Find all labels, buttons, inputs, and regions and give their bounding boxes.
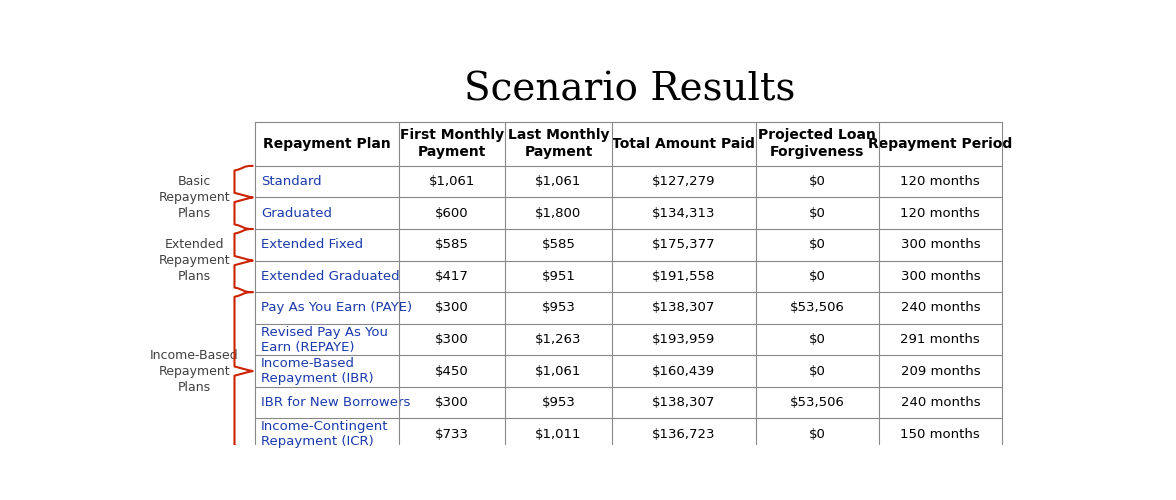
Text: $0: $0	[809, 270, 826, 283]
Text: 291 months: 291 months	[901, 333, 981, 346]
Text: $450: $450	[435, 364, 469, 378]
Text: $417: $417	[435, 270, 469, 283]
Text: Scenario Results: Scenario Results	[465, 72, 796, 108]
Text: $53,506: $53,506	[790, 302, 844, 314]
Text: $191,558: $191,558	[653, 270, 715, 283]
Text: Revised Pay As You
Earn (REPAYE): Revised Pay As You Earn (REPAYE)	[261, 326, 388, 353]
Text: $1,800: $1,800	[535, 206, 582, 220]
Text: Income-Based
Repayment (IBR): Income-Based Repayment (IBR)	[261, 357, 374, 385]
Text: $1,061: $1,061	[535, 364, 582, 378]
Text: First Monthly
Payment: First Monthly Payment	[400, 128, 505, 160]
Text: Basic
Repayment
Plans: Basic Repayment Plans	[159, 175, 230, 220]
Text: Repayment Period: Repayment Period	[868, 136, 1013, 150]
Text: 240 months: 240 months	[901, 396, 980, 409]
Text: $138,307: $138,307	[653, 396, 715, 409]
Text: $300: $300	[435, 302, 469, 314]
Text: Income-Based
Repayment
Plans: Income-Based Repayment Plans	[151, 348, 239, 394]
Text: 150 months: 150 months	[901, 428, 981, 440]
Text: IBR for New Borrowers: IBR for New Borrowers	[261, 396, 410, 409]
Text: $0: $0	[809, 175, 826, 188]
Text: 120 months: 120 months	[901, 175, 981, 188]
Text: Extended Graduated: Extended Graduated	[261, 270, 400, 283]
Text: $0: $0	[809, 364, 826, 378]
Text: 240 months: 240 months	[901, 302, 980, 314]
Text: $585: $585	[542, 238, 575, 252]
Text: Projected Loan
Forgiveness: Projected Loan Forgiveness	[759, 128, 876, 160]
Text: $1,011: $1,011	[535, 428, 582, 440]
Text: $951: $951	[542, 270, 575, 283]
Text: Last Monthly
Payment: Last Monthly Payment	[508, 128, 609, 160]
Text: $600: $600	[435, 206, 469, 220]
Text: $953: $953	[542, 302, 575, 314]
Text: $138,307: $138,307	[653, 302, 715, 314]
Text: $53,506: $53,506	[790, 396, 844, 409]
Text: $300: $300	[435, 333, 469, 346]
Text: $1,263: $1,263	[535, 333, 582, 346]
Text: Standard: Standard	[261, 175, 321, 188]
Text: 300 months: 300 months	[901, 270, 980, 283]
Text: $585: $585	[435, 238, 469, 252]
Text: $134,313: $134,313	[652, 206, 715, 220]
Text: $953: $953	[542, 396, 575, 409]
Text: Extended Fixed: Extended Fixed	[261, 238, 363, 252]
Text: Extended
Repayment
Plans: Extended Repayment Plans	[159, 238, 230, 283]
Text: $1,061: $1,061	[429, 175, 475, 188]
Text: Pay As You Earn (PAYE): Pay As You Earn (PAYE)	[261, 302, 412, 314]
Text: $300: $300	[435, 396, 469, 409]
Text: $127,279: $127,279	[652, 175, 715, 188]
Text: $0: $0	[809, 206, 826, 220]
Text: 209 months: 209 months	[901, 364, 980, 378]
Text: $160,439: $160,439	[653, 364, 715, 378]
Text: Total Amount Paid: Total Amount Paid	[613, 136, 755, 150]
Text: $136,723: $136,723	[652, 428, 715, 440]
Text: Income-Contingent
Repayment (ICR): Income-Contingent Repayment (ICR)	[261, 420, 388, 448]
Text: $0: $0	[809, 238, 826, 252]
Text: $175,377: $175,377	[652, 238, 716, 252]
Text: 300 months: 300 months	[901, 238, 980, 252]
Text: $0: $0	[809, 428, 826, 440]
Text: $193,959: $193,959	[653, 333, 715, 346]
Text: 120 months: 120 months	[901, 206, 981, 220]
Text: $733: $733	[435, 428, 469, 440]
Text: Graduated: Graduated	[261, 206, 332, 220]
Text: $0: $0	[809, 333, 826, 346]
Text: $1,061: $1,061	[535, 175, 582, 188]
Text: Repayment Plan: Repayment Plan	[262, 136, 390, 150]
